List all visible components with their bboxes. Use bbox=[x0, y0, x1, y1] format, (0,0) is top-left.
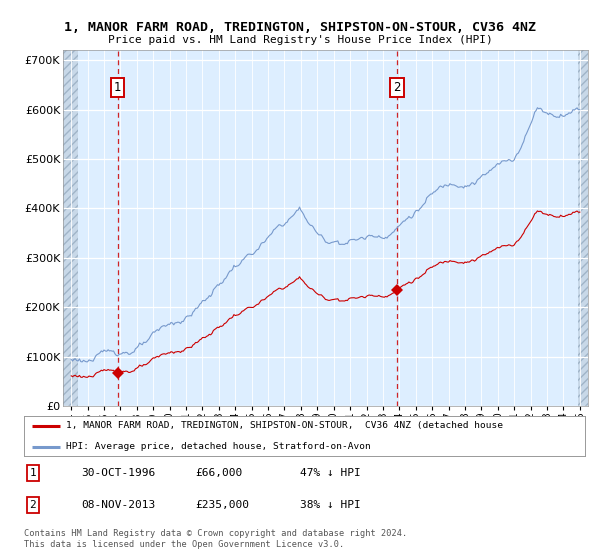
Bar bbox=[578, 50, 589, 406]
Text: 38% ↓ HPI: 38% ↓ HPI bbox=[300, 500, 361, 510]
Text: Contains HM Land Registry data © Crown copyright and database right 2024.
This d: Contains HM Land Registry data © Crown c… bbox=[24, 529, 407, 549]
Text: £235,000: £235,000 bbox=[195, 500, 249, 510]
Text: 1: 1 bbox=[114, 81, 121, 94]
Text: 47% ↓ HPI: 47% ↓ HPI bbox=[300, 468, 361, 478]
Text: 30-OCT-1996: 30-OCT-1996 bbox=[81, 468, 155, 478]
Text: Price paid vs. HM Land Registry's House Price Index (HPI): Price paid vs. HM Land Registry's House … bbox=[107, 35, 493, 45]
Text: £66,000: £66,000 bbox=[195, 468, 242, 478]
Bar bbox=[63, 50, 78, 406]
Text: 1, MANOR FARM ROAD, TREDINGTON, SHIPSTON-ON-STOUR,  CV36 4NZ (detached house: 1, MANOR FARM ROAD, TREDINGTON, SHIPSTON… bbox=[66, 421, 503, 430]
Text: 1: 1 bbox=[29, 468, 37, 478]
Text: 08-NOV-2013: 08-NOV-2013 bbox=[81, 500, 155, 510]
Text: 1, MANOR FARM ROAD, TREDINGTON, SHIPSTON-ON-STOUR, CV36 4NZ: 1, MANOR FARM ROAD, TREDINGTON, SHIPSTON… bbox=[64, 21, 536, 34]
Text: 2: 2 bbox=[393, 81, 401, 94]
Text: HPI: Average price, detached house, Stratford-on-Avon: HPI: Average price, detached house, Stra… bbox=[66, 442, 371, 451]
Text: 2: 2 bbox=[29, 500, 37, 510]
